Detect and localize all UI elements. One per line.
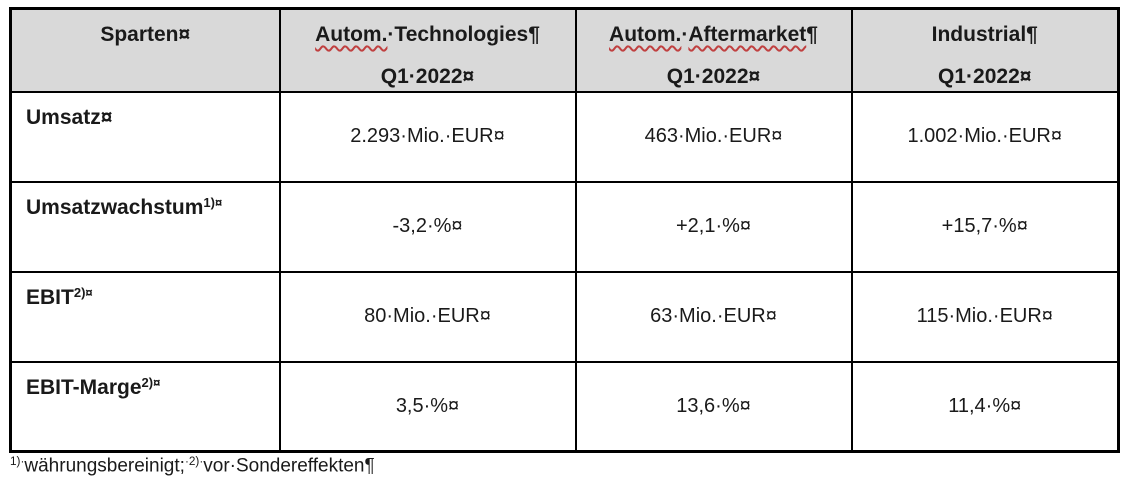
cell-ebit-marge-industrial: 11,4·%¤: [850, 360, 1120, 453]
footnote: 1)·währungsbereinigt;·2)·vor·Sondereffek…: [10, 455, 375, 477]
header-autom-technologies: Autom.·Technologies¶ Q1·2022¤: [278, 7, 577, 93]
table-header-row: Sparten¤ Autom.·Technologies¶ Q1·2022¤ A…: [9, 7, 1120, 93]
cell-umsatz-industrial: 1.002·Mio.·EUR¤: [850, 90, 1120, 183]
cell-ebit-industrial: 115·Mio.·EUR¤: [850, 270, 1120, 363]
header-word: Industrial: [931, 23, 1027, 46]
cell-umsatzwachstum-industrial: +15,7·%¤: [850, 180, 1120, 273]
misspelled-word: Autom.: [609, 23, 682, 46]
cell-ebit-autom-technologies: 80·Mio.·EUR¤: [278, 270, 577, 363]
table-row-ebit-marge: EBIT-Marge2)¤ 3,5·%¤ 13,6·%¤ 11,4·%¤: [9, 360, 1120, 453]
row-label-umsatz: Umsatz¤: [9, 90, 281, 183]
row-label-ebit: EBIT2)¤: [9, 270, 281, 363]
space-dot-mark: ·: [681, 23, 689, 46]
superscript-mark: 2)¤: [73, 284, 93, 300]
footnote-superscript-2: ·2)·: [184, 455, 204, 468]
table-row-ebit: EBIT2)¤ 80·Mio.·EUR¤ 63·Mio.·EUR¤ 115·Mi…: [9, 270, 1120, 363]
cell-umsatz-autom-aftermarket: 463·Mio.·EUR¤: [574, 90, 853, 183]
space-dot-mark: ·: [387, 23, 395, 46]
cell-ebit-autom-aftermarket: 63·Mio.·EUR¤: [574, 270, 853, 363]
header-quarter-label: Q1·2022¤: [666, 65, 761, 88]
header-autom-technologies-title: Autom.·Technologies¶: [282, 23, 574, 47]
cell-ebit-marge-autom-aftermarket: 13,6·%¤: [574, 360, 853, 453]
cell-umsatzwachstum-autom-aftermarket: +2,1·%¤: [574, 180, 853, 273]
header-sparten: Sparten¤: [9, 7, 281, 93]
superscript-mark: 1)¤: [203, 194, 223, 210]
table-row-umsatzwachstum: Umsatzwachstum1)¤ -3,2·%¤ +2,1·%¤ +15,7·…: [9, 180, 1120, 273]
cell-umsatz-autom-technologies: 2.293·Mio.·EUR¤: [278, 90, 577, 183]
header-quarter-label: Q1·2022¤: [938, 65, 1032, 88]
misspelled-word: Autom.: [315, 23, 388, 46]
footnote-superscript-1: 1)·: [10, 455, 25, 468]
header-industrial-title: Industrial¶: [854, 23, 1117, 47]
header-sparten-label: Sparten¤: [100, 23, 191, 46]
row-label-text: Umsatzwachstum: [26, 195, 204, 219]
cell-umsatzwachstum-autom-technologies: -3,2·%¤: [278, 180, 577, 273]
row-label-umsatzwachstum: Umsatzwachstum1)¤: [9, 180, 281, 273]
header-autom-aftermarket: Autom.·Aftermarket¶ Q1·2022¤: [574, 7, 853, 93]
cell-ebit-marge-autom-technologies: 3,5·%¤: [278, 360, 577, 453]
pilcrow-mark: ¶: [528, 23, 540, 46]
row-label-ebit-marge: EBIT-Marge2)¤: [9, 360, 281, 453]
footnote-text-1: währungsbereinigt;: [24, 455, 185, 477]
footnote-text-2: vor·Sondereffekten¶: [203, 455, 375, 477]
misspelled-word: Aftermarket: [688, 23, 807, 46]
superscript-mark: 2)¤: [141, 374, 161, 390]
header-word: Technologies: [394, 23, 529, 46]
table-row-umsatz: Umsatz¤ 2.293·Mio.·EUR¤ 463·Mio.·EUR¤ 1.…: [9, 90, 1120, 183]
row-label-text: EBIT: [26, 285, 74, 309]
header-quarter-label: Q1·2022¤: [380, 65, 475, 88]
divisions-results-table: Sparten¤ Autom.·Technologies¶ Q1·2022¤ A…: [9, 7, 1120, 453]
header-autom-aftermarket-title: Autom.·Aftermarket¶: [578, 23, 850, 47]
row-label-text: Umsatz¤: [26, 105, 113, 129]
pilcrow-mark: ¶: [806, 23, 818, 46]
pilcrow-mark: ¶: [1026, 23, 1038, 46]
header-industrial: Industrial¶ Q1·2022¤: [850, 7, 1120, 93]
row-label-text: EBIT-Marge: [26, 375, 142, 399]
